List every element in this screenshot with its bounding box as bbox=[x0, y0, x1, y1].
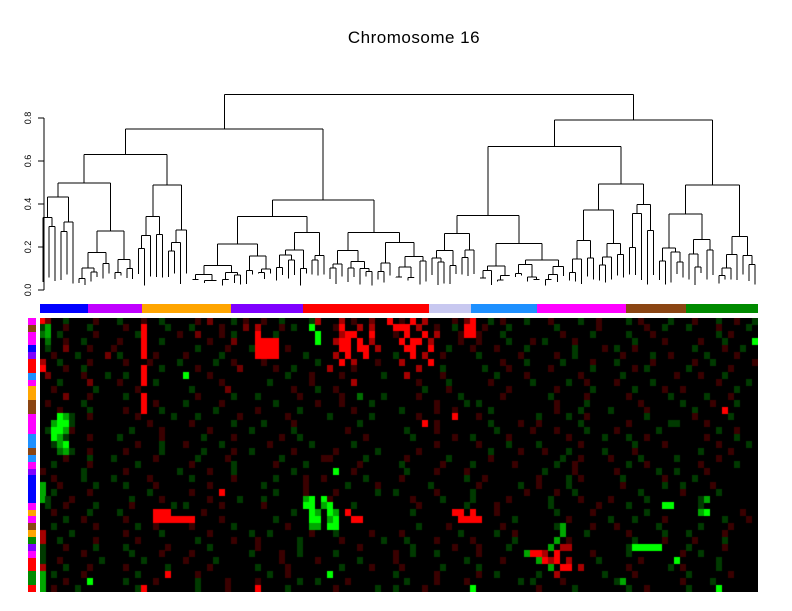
column-class-bar bbox=[40, 304, 758, 313]
row-class-segment bbox=[28, 331, 36, 339]
dendrogram-tree bbox=[42, 93, 756, 286]
row-class-segment bbox=[28, 475, 36, 483]
row-class-segment bbox=[28, 584, 36, 592]
column-class-segment bbox=[470, 304, 537, 313]
column-class-segment bbox=[303, 304, 429, 313]
row-class-segment bbox=[28, 530, 36, 537]
column-class-segment bbox=[536, 304, 627, 313]
y-axis: 0.0 0.2 0.4 0.6 0.8 bbox=[23, 112, 45, 297]
heatmap-canvas bbox=[40, 318, 758, 592]
row-class-segment bbox=[28, 406, 36, 414]
row-class-segment bbox=[28, 537, 36, 544]
row-class-segment bbox=[28, 400, 36, 407]
row-class-segment bbox=[28, 550, 36, 558]
column-class-segment bbox=[231, 304, 304, 313]
row-class-segment bbox=[28, 564, 36, 572]
row-class-segment bbox=[28, 372, 36, 380]
row-class-segment bbox=[28, 413, 36, 421]
row-class-segment bbox=[28, 516, 36, 524]
row-class-segment bbox=[28, 420, 36, 428]
row-class-segment bbox=[28, 338, 36, 346]
column-class-segment bbox=[686, 304, 758, 313]
row-class-segment bbox=[28, 318, 36, 325]
row-class-segment bbox=[28, 509, 36, 517]
row-class-segment bbox=[28, 461, 36, 469]
svg-text:0.0: 0.0 bbox=[23, 284, 33, 297]
row-class-segment bbox=[28, 495, 36, 503]
svg-text:0.8: 0.8 bbox=[23, 112, 33, 125]
row-class-segment bbox=[28, 379, 36, 387]
row-class-segment bbox=[28, 578, 36, 585]
row-class-bar bbox=[28, 318, 36, 592]
svg-text:0.4: 0.4 bbox=[23, 198, 33, 211]
row-class-segment bbox=[28, 557, 36, 565]
row-class-segment bbox=[28, 454, 36, 462]
column-class-segment bbox=[40, 304, 88, 313]
column-class-segment bbox=[141, 304, 232, 313]
row-class-segment bbox=[28, 434, 36, 442]
svg-text:0.2: 0.2 bbox=[23, 241, 33, 254]
row-class-segment bbox=[28, 427, 36, 435]
row-class-segment bbox=[28, 571, 36, 579]
chart-title: Chromosome 16 bbox=[347, 28, 481, 47]
row-class-segment bbox=[28, 324, 36, 332]
row-class-segment bbox=[28, 359, 36, 366]
row-class-segment bbox=[28, 543, 36, 551]
row-class-segment bbox=[28, 482, 36, 490]
row-class-segment bbox=[28, 393, 36, 401]
column-class-segment bbox=[87, 304, 142, 313]
row-class-segment bbox=[28, 365, 36, 373]
row-class-segment bbox=[28, 502, 36, 510]
row-class-segment bbox=[28, 352, 36, 360]
column-class-segment bbox=[626, 304, 687, 313]
svg-text:0.6: 0.6 bbox=[23, 155, 33, 168]
column-class-segment bbox=[428, 304, 471, 313]
row-class-segment bbox=[28, 441, 36, 449]
row-class-segment bbox=[28, 345, 36, 353]
row-class-segment bbox=[28, 489, 36, 496]
row-class-segment bbox=[28, 448, 36, 455]
row-class-segment bbox=[28, 468, 36, 476]
row-class-segment bbox=[28, 386, 36, 394]
row-class-segment bbox=[28, 523, 36, 531]
